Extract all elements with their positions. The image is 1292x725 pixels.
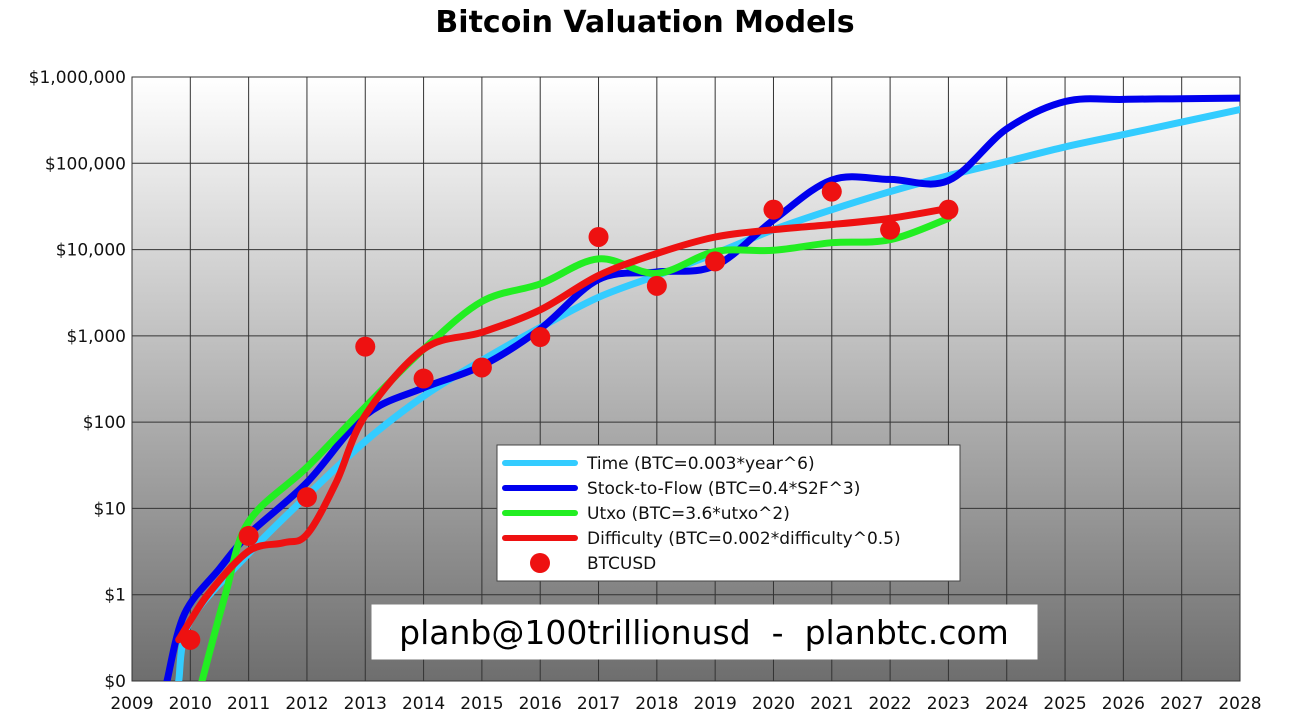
legend-swatch	[530, 553, 550, 573]
x-tick-label: 2016	[519, 694, 562, 714]
series-difficulty-line	[175, 204, 952, 644]
btcusd-point	[296, 487, 317, 508]
x-axis-ticks: 2009 2010 2011 2012 2013 2014 2015 2016 2017 2018…	[110, 694, 1261, 714]
x-tick-label: 2020	[752, 694, 795, 714]
btcusd-point	[355, 336, 376, 357]
y-tick-label: $0	[104, 672, 126, 692]
y-tick-label: $1,000,000	[29, 68, 126, 88]
x-tick-label: 2024	[985, 694, 1028, 714]
x-tick-label: 2026	[1102, 694, 1145, 714]
series-utxo-line	[198, 214, 952, 681]
y-tick-label: $10	[94, 499, 126, 519]
x-tick-label: 2025	[1043, 694, 1086, 714]
x-tick-label: 2014	[402, 694, 445, 714]
btcusd-point	[705, 251, 726, 272]
x-tick-label: 2010	[169, 694, 212, 714]
x-tick-label: 2028	[1218, 694, 1261, 714]
btcusd-point	[530, 326, 551, 347]
x-tick-label: 2022	[868, 694, 911, 714]
y-tick-label: $10,000	[56, 241, 126, 261]
x-tick-label: 2021	[810, 694, 853, 714]
btcusd-point	[646, 275, 667, 296]
y-axis-ticks: $0 $1 $10 $100 $1,000 $10,000 $100,000 $1,000,0…	[29, 68, 126, 692]
x-tick-label: 2011	[227, 694, 270, 714]
x-tick-label: 2019	[694, 694, 737, 714]
watermark-box: planb@100trillionusd - planbtc.com	[371, 604, 1038, 660]
btcusd-point	[471, 357, 492, 378]
legend: Time (BTC=0.003*year^6) Stock-to-Flow (BT…	[496, 444, 961, 582]
btcusd-point	[238, 525, 259, 546]
btcusd-point	[763, 199, 784, 220]
btcusd-point	[588, 226, 609, 247]
btcusd-point	[938, 199, 959, 220]
btcusd-point	[880, 219, 901, 240]
x-tick-label: 2013	[344, 694, 387, 714]
y-tick-label: $1	[104, 586, 126, 606]
chart-title: Bitcoin Valuation Models	[435, 5, 854, 40]
x-tick-label: 2009	[110, 694, 153, 714]
legend-label: Time (BTC=0.003*year^6)	[586, 454, 815, 474]
x-tick-label: 2023	[927, 694, 970, 714]
x-tick-label: 2012	[285, 694, 328, 714]
x-tick-label: 2027	[1160, 694, 1203, 714]
y-tick-label: $100,000	[45, 154, 126, 174]
series-layer	[163, 94, 1240, 681]
btcusd-point	[413, 368, 434, 389]
btcusd-point	[180, 629, 201, 650]
y-tick-label: $100	[83, 413, 126, 433]
legend-label: Difficulty (BTC=0.002*difficulty^0.5)	[587, 529, 901, 549]
x-tick-label: 2017	[577, 694, 620, 714]
legend-label: Stock-to-Flow (BTC=0.4*S2F^3)	[587, 479, 860, 499]
watermark-text: planb@100trillionusd - planbtc.com	[399, 613, 1009, 652]
legend-label: Utxo (BTC=3.6*utxo^2)	[587, 504, 790, 524]
y-tick-label: $1,000	[67, 327, 126, 347]
x-tick-label: 2015	[460, 694, 503, 714]
plot-area	[131, 76, 1241, 682]
btcusd-point	[821, 181, 842, 202]
legend-label: BTCUSD	[587, 554, 656, 574]
x-tick-label: 2018	[635, 694, 678, 714]
